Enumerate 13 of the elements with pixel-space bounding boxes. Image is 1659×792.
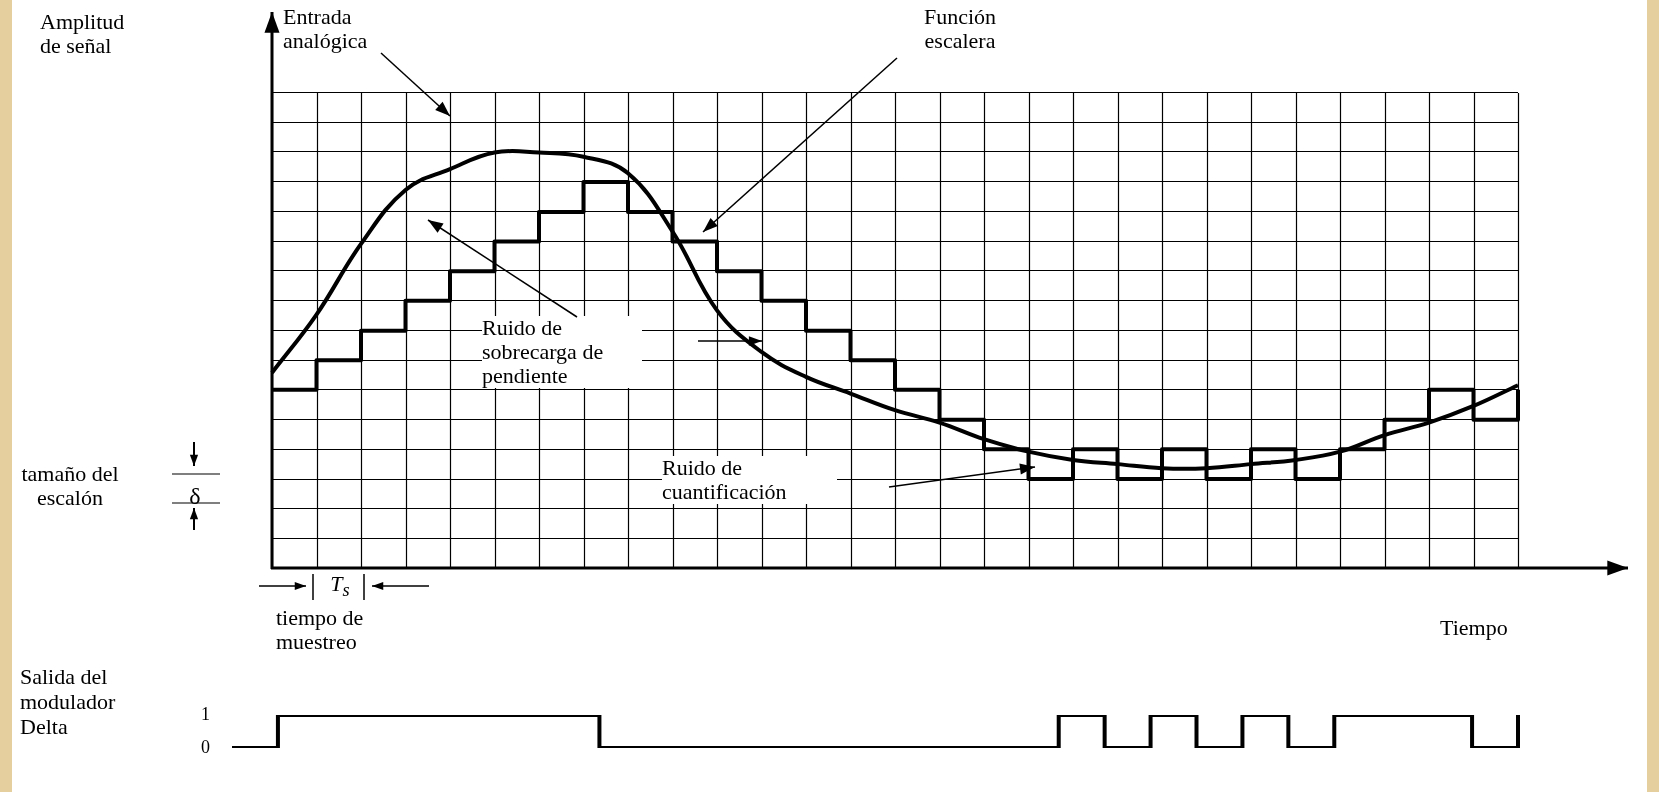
text: δ bbox=[188, 483, 202, 509]
text: Entrada analógica bbox=[283, 4, 369, 53]
x-axis-title: Tiempo bbox=[1440, 615, 1508, 640]
y-axis-title: Salida del modulador Delta bbox=[20, 664, 117, 739]
text: tiempo de muestreo bbox=[276, 605, 365, 654]
y-axis-title: Amplitud de señal bbox=[40, 9, 126, 58]
text: tamaño del escalón bbox=[20, 461, 120, 510]
annotation: Ruido de sobrecarga de pendiente bbox=[482, 315, 642, 388]
text: T$_{s}$ bbox=[329, 571, 351, 603]
y-tick-label: 0 bbox=[201, 736, 210, 757]
y-tick-label: 1 bbox=[201, 703, 210, 724]
annotation: Ruido de cuantificación bbox=[662, 455, 837, 504]
text: Función escalera bbox=[922, 4, 998, 53]
